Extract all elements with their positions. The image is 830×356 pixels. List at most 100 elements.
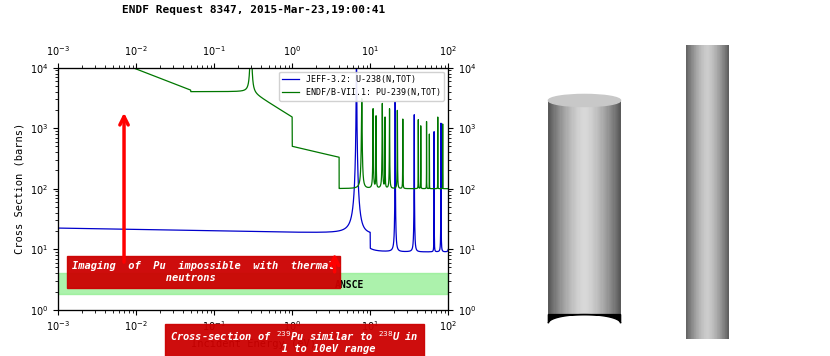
- Bar: [705, 45, 706, 339]
- Bar: [554, 100, 556, 315]
- Bar: [551, 100, 552, 315]
- Bar: [719, 45, 720, 339]
- Text: 28mm: 28mm: [491, 192, 501, 223]
- Bar: [578, 100, 579, 315]
- Bar: [588, 100, 589, 315]
- Bar: [606, 100, 608, 315]
- Bar: [599, 100, 600, 315]
- Bar: [707, 45, 708, 339]
- Bar: [552, 100, 554, 315]
- ENDF/B-VII.1: PU-239(N,TOT): (0.00178, 2.25e+04): PU-239(N,TOT): (0.00178, 2.25e+04): [73, 44, 83, 48]
- Bar: [721, 45, 722, 339]
- Bar: [557, 100, 559, 315]
- Ellipse shape: [549, 94, 621, 106]
- X-axis label: Incident Energy (eV): Incident Energy (eV): [191, 339, 315, 349]
- Bar: [716, 45, 717, 339]
- JEFF-3.2: U-238(N,TOT): (1.5, 19.1): U-238(N,TOT): (1.5, 19.1): [301, 230, 311, 234]
- Bar: [594, 100, 596, 315]
- Bar: [688, 45, 690, 339]
- ENDF/B-VII.1: PU-239(N,TOT): (0.001, 3e+04): PU-239(N,TOT): (0.001, 3e+04): [53, 37, 63, 41]
- Bar: [616, 100, 618, 315]
- Bar: [564, 100, 565, 315]
- JEFF-3.2: U-238(N,TOT): (0.0646, 20.3): U-238(N,TOT): (0.0646, 20.3): [194, 229, 204, 233]
- Bar: [696, 45, 697, 339]
- Text: z: z: [735, 276, 739, 284]
- Bar: [589, 100, 591, 315]
- Bar: [560, 100, 562, 315]
- Bar: [698, 45, 699, 339]
- Bar: [583, 100, 585, 315]
- Bar: [568, 100, 569, 315]
- Bar: [570, 100, 572, 315]
- Bar: [553, 100, 554, 315]
- Bar: [600, 100, 602, 315]
- Text: z: z: [626, 241, 631, 250]
- Bar: [58, 273, 448, 294]
- Bar: [559, 100, 561, 315]
- Bar: [727, 45, 729, 339]
- Bar: [723, 45, 725, 339]
- Bar: [693, 45, 694, 339]
- Bar: [718, 45, 719, 339]
- Bar: [715, 45, 716, 339]
- Bar: [694, 45, 695, 339]
- Y-axis label: Cross Section (barns): Cross Section (barns): [14, 123, 24, 254]
- Bar: [617, 100, 618, 315]
- Bar: [565, 100, 567, 315]
- ENDF/B-VII.1: PU-239(N,TOT): (0.296, 8.37e+04): PU-239(N,TOT): (0.296, 8.37e+04): [246, 10, 256, 14]
- Bar: [688, 45, 689, 339]
- Bar: [701, 45, 702, 339]
- Bar: [711, 45, 713, 339]
- Bar: [694, 45, 696, 339]
- Bar: [726, 45, 727, 339]
- Bar: [721, 45, 723, 339]
- ENDF/B-VII.1: PU-239(N,TOT): (5.1, 101): PU-239(N,TOT): (5.1, 101): [342, 186, 352, 190]
- Bar: [728, 45, 730, 339]
- JEFF-3.2: U-238(N,TOT): (0.909, 19.2): U-238(N,TOT): (0.909, 19.2): [284, 230, 294, 234]
- Text: x: x: [774, 315, 779, 324]
- Bar: [563, 100, 564, 315]
- Bar: [703, 45, 704, 339]
- Bar: [555, 100, 557, 315]
- Bar: [603, 100, 604, 315]
- Bar: [576, 100, 578, 315]
- Bar: [598, 100, 599, 315]
- Bar: [558, 100, 559, 315]
- Bar: [608, 100, 610, 315]
- JEFF-3.2: U-238(N,TOT): (5.09, 23.8): U-238(N,TOT): (5.09, 23.8): [342, 224, 352, 229]
- Bar: [704, 45, 705, 339]
- Bar: [713, 45, 714, 339]
- Line: ENDF/B-VII.1: PU-239(N,TOT): ENDF/B-VII.1: PU-239(N,TOT): [58, 12, 448, 189]
- Bar: [613, 100, 615, 315]
- Text: y: y: [661, 267, 666, 276]
- Bar: [573, 100, 574, 315]
- Text: Cross-section of $^{239}$Pu similar to $^{238}$U in
           1 to 10eV range: Cross-section of $^{239}$Pu similar to $…: [170, 329, 419, 354]
- Bar: [581, 100, 583, 315]
- Bar: [714, 45, 715, 339]
- Bar: [687, 45, 688, 339]
- Bar: [575, 100, 576, 315]
- JEFF-3.2: U-238(N,TOT): (0.00178, 22): U-238(N,TOT): (0.00178, 22): [73, 226, 83, 231]
- Bar: [725, 45, 726, 339]
- Bar: [692, 45, 693, 339]
- Bar: [562, 100, 564, 315]
- Bar: [618, 100, 620, 315]
- JEFF-3.2: U-238(N,TOT): (9.42, 19.6): U-238(N,TOT): (9.42, 19.6): [364, 229, 374, 234]
- Bar: [700, 45, 701, 339]
- Bar: [697, 45, 698, 339]
- Bar: [710, 45, 711, 339]
- Bar: [619, 100, 621, 315]
- ENDF/B-VII.1: PU-239(N,TOT): (9.42, 105): PU-239(N,TOT): (9.42, 105): [364, 185, 374, 189]
- Bar: [712, 45, 713, 339]
- Bar: [610, 100, 612, 315]
- Bar: [709, 45, 710, 339]
- Bar: [702, 45, 703, 339]
- Bar: [587, 100, 588, 315]
- Bar: [695, 45, 696, 339]
- Bar: [706, 45, 708, 339]
- Bar: [701, 45, 702, 339]
- Bar: [608, 100, 609, 315]
- Bar: [549, 100, 550, 315]
- Bar: [700, 45, 701, 339]
- Text: Imaging  of  Pu  impossible  with  thermal
               neutrons: Imaging of Pu impossible with thermal ne…: [72, 261, 334, 283]
